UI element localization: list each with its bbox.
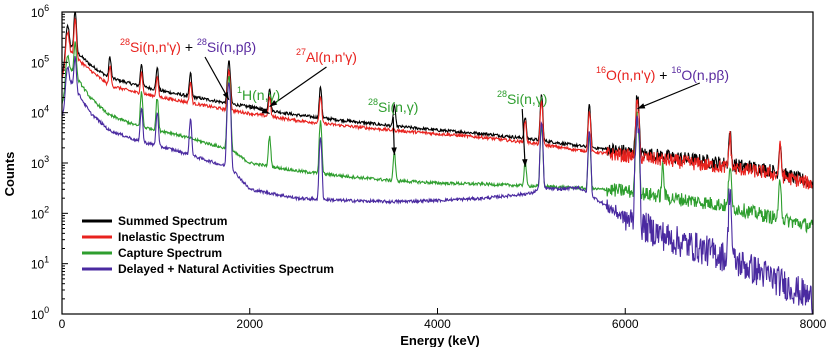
annotation-4: 28Si(n,γ) [497,89,547,167]
annotations: 28Si(n,n'γ) + 28Si(n,pβ) 27Al(n,n'γ) 1H(n,… [120,37,729,167]
annotation-label: 16O(n,n'γ) + 16O(n,pβ) [596,65,729,83]
annotation-arrow-line [521,108,526,167]
x-tick-label: 0 [59,317,66,331]
annotation-label: 1H(n,γ) [237,85,280,103]
annotation-arrow-head [261,108,270,114]
annotation-label: 28Si(n,n'γ) + 28Si(n,pβ) [120,37,256,55]
axis-ticks: 0 2000 4000 6000 8000 100 101 102 103 104 105 106 [31,3,827,331]
y-tick-label: 106 [31,3,49,20]
y-tick-label: 102 [31,204,49,221]
x-tick-label: 2000 [236,317,263,331]
y-tick-label: 101 [31,255,49,272]
series-line-3 [62,56,813,314]
x-tick-label: 8000 [800,317,827,331]
legend-label: Inelastic Spectrum [118,230,225,244]
annotation-arrow-line [204,56,230,101]
annotation-arrow-line [637,82,701,110]
annotation-arrow-line [269,66,327,108]
annotation-1: 27Al(n,n'γ) [269,47,357,108]
y-axis-title: Counts [2,152,17,197]
annotation-arrow-head [522,159,528,167]
annotation-0: 28Si(n,n'γ) + 28Si(n,pβ) [120,37,256,101]
series-line-2 [62,41,813,234]
annotation-arrow-head [637,103,646,109]
annotation-arrow-head [269,100,278,107]
series-layer [62,12,813,314]
y-tick-label: 105 [31,53,49,70]
x-axis-title: Energy (keV) [400,333,479,347]
series-line-1 [62,17,813,190]
annotation-2: 1H(n,γ) [237,85,280,115]
annotation-5: 16O(n,n'γ) + 16O(n,pβ) [596,65,729,110]
y-tick-label: 100 [31,305,49,322]
annotation-arrow-head [222,91,229,100]
legend-label: Capture Spectrum [118,246,222,260]
annotation-arrow-head [391,147,397,156]
legend-label: Summed Spectrum [118,214,227,228]
y-tick-label: 104 [31,104,49,121]
legend-label: Delayed + Natural Activities Spectrum [118,262,334,276]
legend: Summed Spectrum Inelastic Spectrum Capture… [82,214,334,276]
annotation-label: 28Si(n,γ) [368,97,418,115]
x-tick-label: 4000 [424,317,451,331]
y-tick-label: 103 [31,154,49,171]
x-tick-label: 6000 [612,317,639,331]
annotation-label: 27Al(n,n'γ) [296,47,357,65]
annotation-3: 28Si(n,γ) [368,97,418,156]
annotation-label: 28Si(n,γ) [497,89,547,107]
